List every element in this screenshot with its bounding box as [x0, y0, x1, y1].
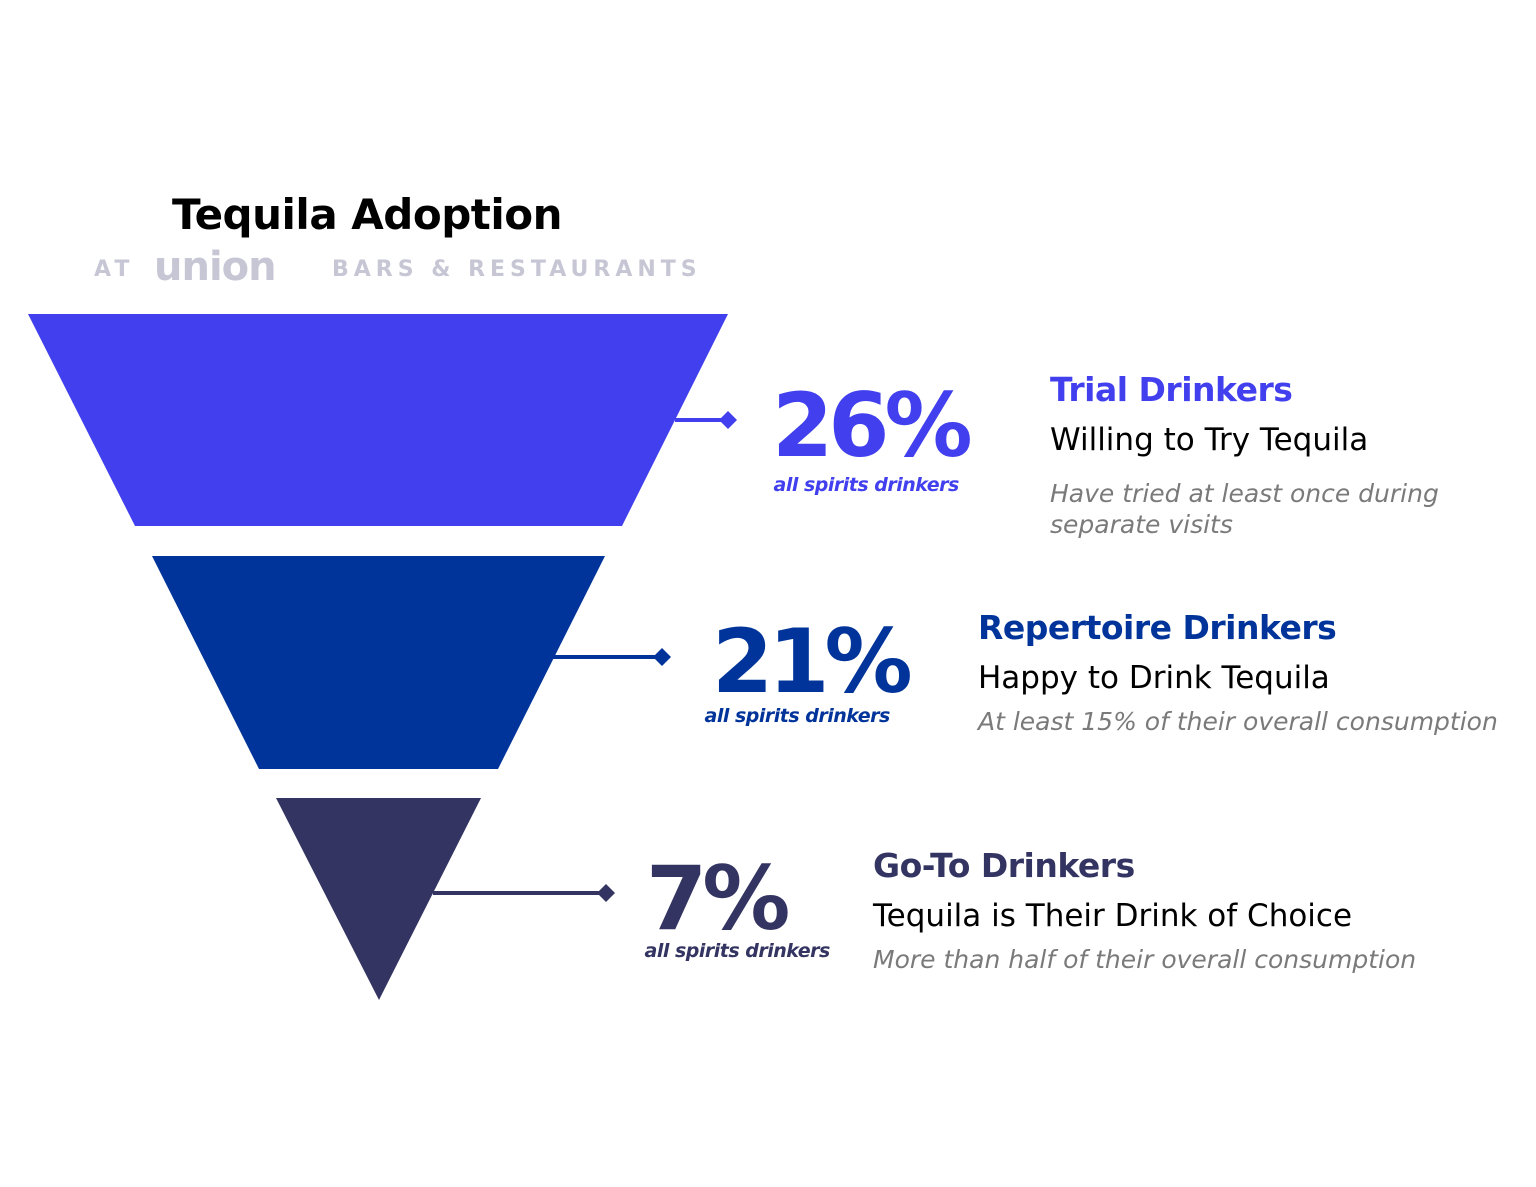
- value-label: 21%: [712, 610, 913, 713]
- stage-note: More than half of their overall consumpt…: [873, 945, 1417, 974]
- stage-description: Willing to Try Tequila: [1050, 422, 1369, 458]
- connector-dot: [597, 884, 615, 902]
- value-label: 7%: [646, 847, 790, 950]
- value-caption: all spirits drinkers: [644, 940, 831, 962]
- value-label: 26%: [772, 374, 973, 477]
- subtitle-prefix: AT: [94, 257, 135, 282]
- funnel-segment: [152, 556, 605, 769]
- stage-description: Happy to Drink Tequila: [978, 660, 1330, 696]
- stage-description: Tequila is Their Drink of Choice: [873, 898, 1353, 934]
- stage-name: Trial Drinkers: [1050, 370, 1293, 409]
- stage-note: Have tried at least once during separate…: [1050, 479, 1439, 539]
- funnel-segment: [276, 798, 481, 1000]
- value-caption: all spirits drinkers: [704, 705, 891, 727]
- connector-dot: [719, 411, 737, 429]
- funnel-segment: [28, 314, 728, 526]
- brand-logo: union: [154, 244, 277, 290]
- value-caption: all spirits drinkers: [773, 474, 960, 496]
- stage-name: Go-To Drinkers: [873, 846, 1135, 885]
- subtitle-suffix: BARS & RESTAURANTS: [332, 257, 702, 282]
- chart-title: Tequila Adoption: [172, 190, 563, 239]
- stage-note: At least 15% of their overall consumptio…: [978, 707, 1498, 736]
- connector-dot: [653, 648, 671, 666]
- stage-name: Repertoire Drinkers: [978, 608, 1337, 647]
